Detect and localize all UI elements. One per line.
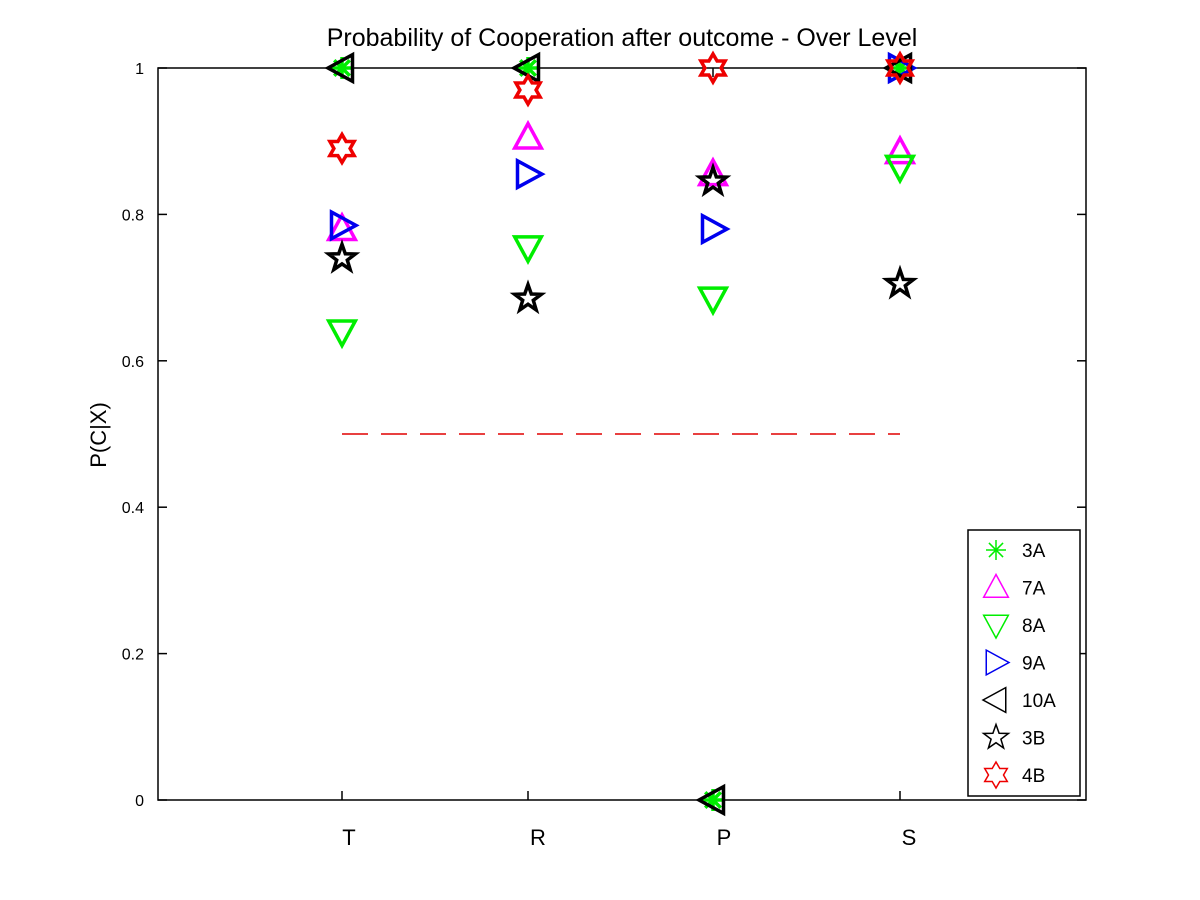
data-point-4B [512,72,544,108]
legend-marker-8A [982,614,1010,640]
y-tick-label: 0 [135,793,144,810]
data-point-3B [694,162,732,198]
data-points [323,50,919,817]
data-point-8A [883,154,917,185]
data-point-4B [884,50,916,86]
data-point-8A [696,286,730,317]
legend-label: 8A [1022,616,1046,637]
legend-marker-4B [983,760,1009,790]
data-point-3B [323,238,361,274]
chart-title: Probability of Cooperation after outcome… [327,24,918,52]
data-point-8A [325,319,359,350]
data-point-3B [509,279,547,315]
data-point-7A [883,134,917,165]
y-tick-label: 0.2 [122,647,144,664]
x-tick-label: R [530,825,546,850]
data-point-9A [329,209,360,242]
data-point-10A [510,51,541,85]
legend-label: 3A [1022,541,1046,562]
data-point-7A [511,119,545,150]
legend-marker-10A [981,686,1007,714]
data-point-8A [511,235,545,266]
legend-marker-3A [986,540,1006,560]
data-point-10A [324,51,355,85]
data-point-7A [696,156,730,187]
data-point-9A [515,157,546,191]
legend-label: 10A [1022,691,1056,712]
legend-label: 9A [1022,654,1046,675]
legend-label: 3B [1022,729,1045,750]
data-point-4B [697,50,729,86]
y-tick-label: 0.4 [122,500,144,517]
y-tick-label: 0.8 [122,207,144,224]
x-tick-label: T [342,825,355,850]
data-point-10A [695,783,726,817]
legend-marker-7A [982,572,1010,598]
legend-label: 7A [1022,579,1046,600]
legend-label: 4B [1022,766,1045,787]
axis-ticks: 0 0.2 0.4 0.6 0.8 1 T R P S [122,61,1086,850]
y-tick-label: 0.6 [122,354,144,371]
x-tick-label: P [717,825,732,850]
x-tick-label: S [902,825,917,850]
legend: 3A 7A 8A 9A 10A 3B 4B [967,529,1081,797]
y-tick-label: 1 [135,61,144,78]
legend-marker-3B [981,722,1011,750]
y-axis-label: P(C|X) [86,402,111,468]
data-point-9A [700,212,731,246]
data-point-4B [326,131,358,166]
data-point-3B [881,264,919,300]
data-point-10A [882,51,913,85]
legend-marker-9A [985,648,1011,677]
plot-area-frame [157,67,1087,801]
